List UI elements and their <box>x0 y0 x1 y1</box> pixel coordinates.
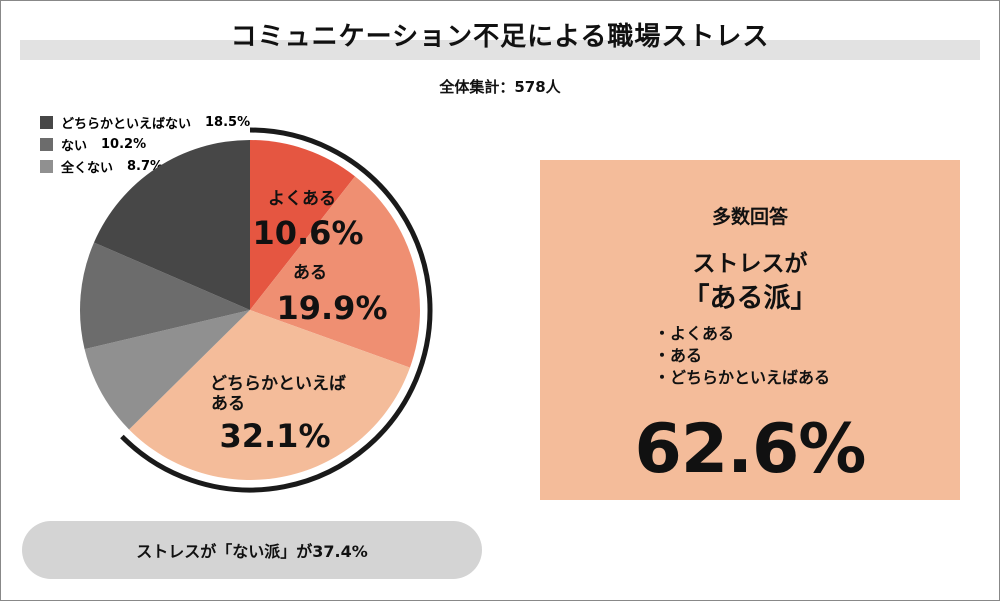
box-list-item: ・よくある <box>654 324 735 343</box>
slice-somewhat-no <box>93 140 250 310</box>
slice-label-somewhat-yes-line1: どちらかといえば <box>210 374 346 394</box>
box-total-value: 62.6% <box>634 410 867 489</box>
legend-value: 10.2% <box>101 136 147 152</box>
slice-label-often: よくある <box>268 189 336 209</box>
slice-value-somewhat-yes: 32.1% <box>219 417 330 455</box>
legend-swatch <box>40 115 53 129</box>
slice-value-yes: 19.9% <box>276 289 387 327</box>
legend-swatch <box>40 159 53 173</box>
legend-label: 全くない <box>61 160 114 176</box>
slice-often <box>250 140 356 310</box>
slice-yes <box>250 176 420 368</box>
pie-slices <box>79 140 420 481</box>
legend-item-none: ない 10.2% <box>40 133 250 155</box>
box-subheading-group: 「ある派」 <box>682 283 818 314</box>
slice-never <box>84 310 251 430</box>
legend-item-somewhat-none: どちらかといえばない 18.5% <box>40 111 250 133</box>
slice-label-yes: ある <box>293 263 327 283</box>
legend-swatch <box>40 137 53 151</box>
total-respondents: 全体集計：578人 <box>439 78 561 96</box>
box-list-item: ・ある <box>654 346 703 365</box>
legend: どちらかといえばない 18.5% ない 10.2% 全くない 8.7% <box>40 111 250 177</box>
box-list-item: ・どちらかといえばある <box>654 368 831 387</box>
chart-title: コミュニケーション不足による職場ストレス <box>230 22 770 52</box>
legend-label: どちらかといえばない <box>61 116 192 132</box>
slice-label-somewhat-yes-line2: ある <box>211 394 245 414</box>
legend-value: 18.5% <box>205 114 251 130</box>
pill-text: ストレスが「ない派」が37.4% <box>136 542 368 561</box>
no-stress-summary-pill: ストレスが「ない派」が37.4% <box>22 521 482 579</box>
stress-yes-arc <box>120 127 433 493</box>
legend-label: ない <box>61 138 88 154</box>
title-band <box>20 40 980 60</box>
slice-value-often: 10.6% <box>252 214 363 252</box>
box-item-list: ・よくある ・ある ・どちらかといえばある <box>654 320 831 387</box>
majority-answer-box: 多数回答 ストレスが 「ある派」 ・よくある ・ある ・どちらかといえばある 6… <box>540 160 960 500</box>
slice-somewhat-yes <box>129 310 410 481</box>
box-subheading: ストレスが <box>692 251 808 277</box>
box-heading: 多数回答 <box>711 206 788 228</box>
legend-item-never: 全くない 8.7% <box>40 155 250 177</box>
slice-no <box>79 242 250 350</box>
